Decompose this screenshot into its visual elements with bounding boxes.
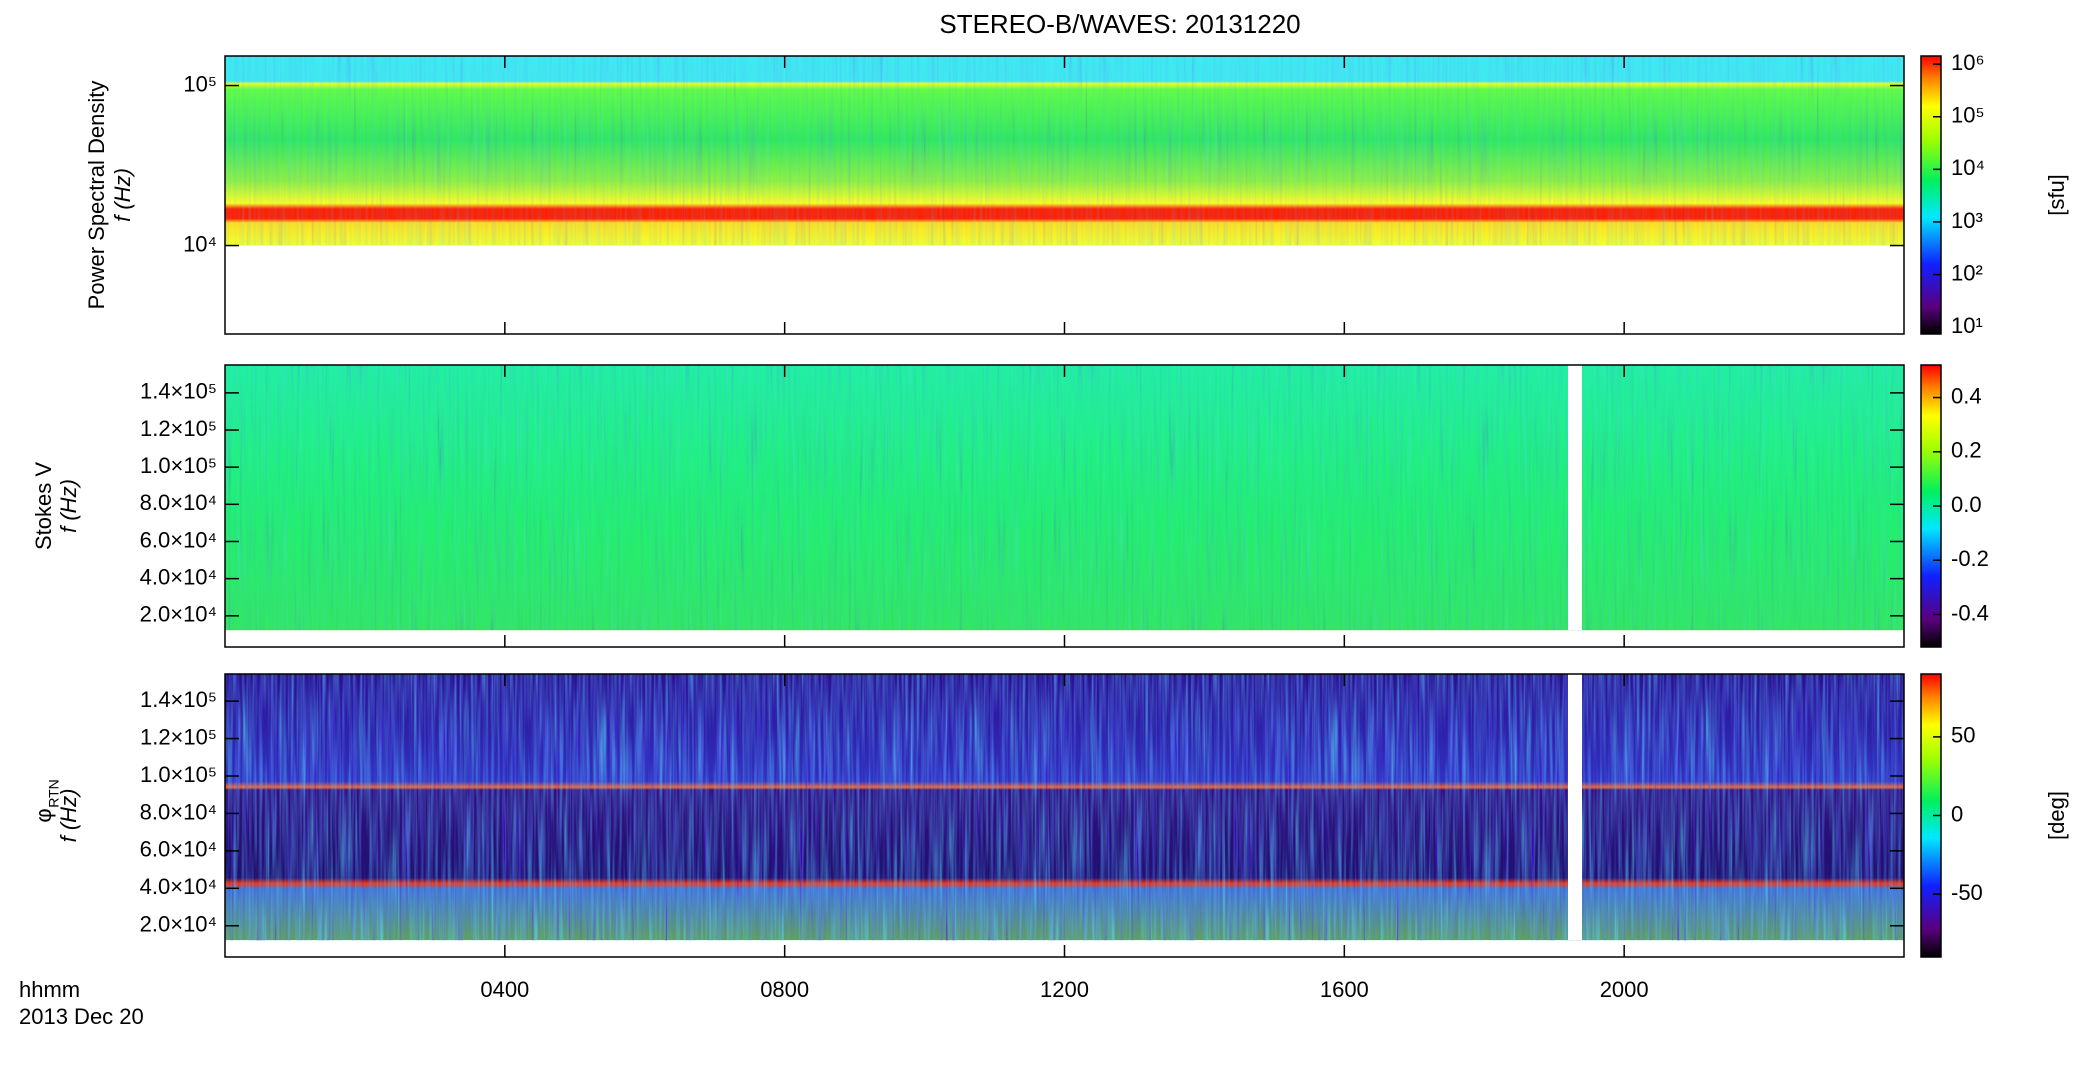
colorbar-tick-label: 10⁶ xyxy=(1951,50,1985,75)
colorbar-tick-label: 50 xyxy=(1951,723,1975,748)
y-tick-label: 1.2×10⁵ xyxy=(140,724,217,749)
spectrogram-texture xyxy=(225,674,1904,941)
colorbar-label: [sfu] xyxy=(2044,174,2069,216)
x-tick-label: 2000 xyxy=(1600,977,1649,1002)
y-tick-label: 6.0×10⁴ xyxy=(140,837,217,862)
y-axis-label: Stokes V xyxy=(31,462,56,550)
colorbar-tick-label: 0.0 xyxy=(1951,492,1982,517)
colorbar-tick-label: 0 xyxy=(1951,801,1963,826)
y-axis-label: f (Hz) xyxy=(56,479,81,533)
y-tick-label: 6.0×10⁴ xyxy=(140,527,217,552)
y-tick-label: 2.0×10⁴ xyxy=(140,602,217,627)
y-tick-label: 2.0×10⁴ xyxy=(140,912,217,937)
colorbar-tick-label: -0.2 xyxy=(1951,546,1989,571)
y-tick-label: 1.0×10⁵ xyxy=(140,762,217,787)
y-tick-label: 1.4×10⁵ xyxy=(140,379,217,404)
x-axis-label: hhmm xyxy=(19,977,80,1002)
y-axis-label-sub: RTN xyxy=(46,779,62,808)
colorbar-tick-label: -0.4 xyxy=(1951,600,1989,625)
colorbar-tick-label: -50 xyxy=(1951,880,1983,905)
colorbar-tick-label: 10⁴ xyxy=(1951,155,1985,180)
y-tick-label: 4.0×10⁴ xyxy=(140,564,217,589)
colorbar-tick-label: 10³ xyxy=(1951,208,1983,233)
y-tick-label: 4.0×10⁴ xyxy=(140,874,217,899)
spectrogram-texture xyxy=(225,56,1904,246)
x-tick-label: 0400 xyxy=(480,977,529,1002)
colorbar-tick-label: 10¹ xyxy=(1951,313,1983,338)
data-gap xyxy=(1568,674,1582,941)
colorbar xyxy=(1920,55,1942,335)
y-axis-label: φ xyxy=(31,808,56,822)
y-tick-label: 10⁴ xyxy=(183,231,217,256)
colorbar-tick-label: 10² xyxy=(1951,260,1983,285)
spectrogram-texture xyxy=(225,365,1904,631)
y-tick-label: 1.4×10⁵ xyxy=(140,687,217,712)
y-tick-label: 8.0×10⁴ xyxy=(140,799,217,824)
colorbar-tick-label: 10⁵ xyxy=(1951,103,1985,128)
colorbar-tick-label: 0.4 xyxy=(1951,383,1982,408)
x-tick-label: 1200 xyxy=(1040,977,1089,1002)
y-tick-label: 10⁵ xyxy=(183,71,217,96)
x-tick-label: 0800 xyxy=(760,977,809,1002)
date-label: 2013 Dec 20 xyxy=(19,1004,144,1029)
y-tick-label: 1.2×10⁵ xyxy=(140,416,217,441)
x-tick-label: 1600 xyxy=(1320,977,1369,1002)
colorbar-label: [deg] xyxy=(2044,791,2069,840)
y-tick-label: 1.0×10⁵ xyxy=(140,453,217,478)
y-axis-label: f (Hz) xyxy=(56,789,81,843)
y-axis-label: Power Spectral Density xyxy=(84,81,109,310)
y-axis-label: f (Hz) xyxy=(110,168,135,222)
title: STEREO-B/WAVES: 20131220 xyxy=(939,9,1300,39)
y-tick-label: 8.0×10⁴ xyxy=(140,490,217,515)
data-gap xyxy=(1568,365,1582,631)
colorbar-tick-label: 0.2 xyxy=(1951,438,1982,463)
